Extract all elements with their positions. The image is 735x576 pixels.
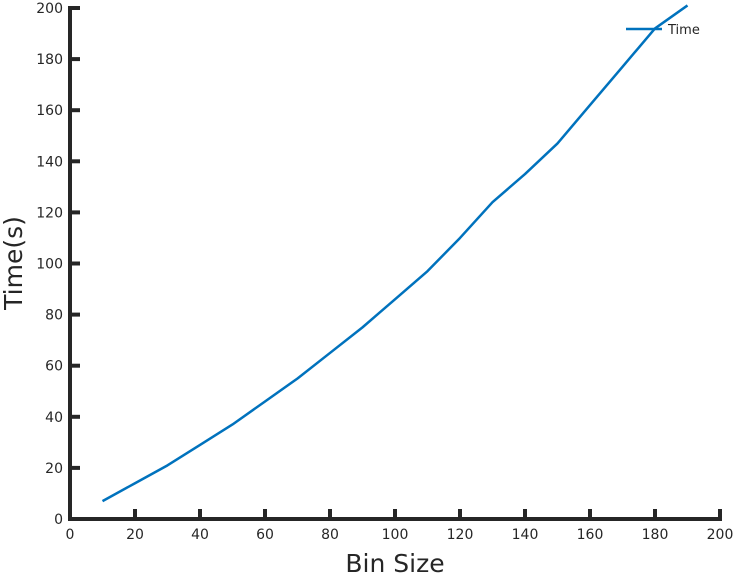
y-tick-label: 40 <box>45 410 63 426</box>
x-tick-label: 180 <box>642 527 669 543</box>
series-layer <box>101 4 689 503</box>
x-tick-label: 80 <box>321 527 339 543</box>
series-line-0 <box>101 4 689 503</box>
y-tick-label: 0 <box>54 512 63 528</box>
y-tick-label: 20 <box>45 461 63 477</box>
x-tick-label: 100 <box>382 527 409 543</box>
y-tick-label: 180 <box>36 52 63 68</box>
y-tick-label: 160 <box>36 103 63 119</box>
x-tick-label: 200 <box>707 527 734 543</box>
legend-label: Time <box>667 23 700 38</box>
legend: Time <box>626 23 700 38</box>
y-tick-label: 200 <box>36 1 63 17</box>
x-tick-label: 160 <box>577 527 604 543</box>
y-axis-label: Time(s) <box>0 216 28 311</box>
x-tick-label: 140 <box>512 527 539 543</box>
x-tick-label: 40 <box>191 527 209 543</box>
tick-labels: 0 20 40 60 80 100 120 140 160 180 200 0 20 40 60 80 100 1… <box>36 1 733 543</box>
y-tick-label: 60 <box>45 359 63 375</box>
y-tick-label: 140 <box>36 154 63 170</box>
y-tick-label: 100 <box>36 257 63 273</box>
x-tick-label: 60 <box>256 527 274 543</box>
ticks <box>68 6 722 521</box>
axes <box>68 6 722 521</box>
y-tick-label: 120 <box>36 205 63 221</box>
x-tick-label: 20 <box>126 527 144 543</box>
x-tick-label: 0 <box>66 527 75 543</box>
x-axis-label: Bin Size <box>345 549 444 576</box>
y-tick-label: 80 <box>45 308 63 324</box>
x-tick-label: 120 <box>447 527 474 543</box>
